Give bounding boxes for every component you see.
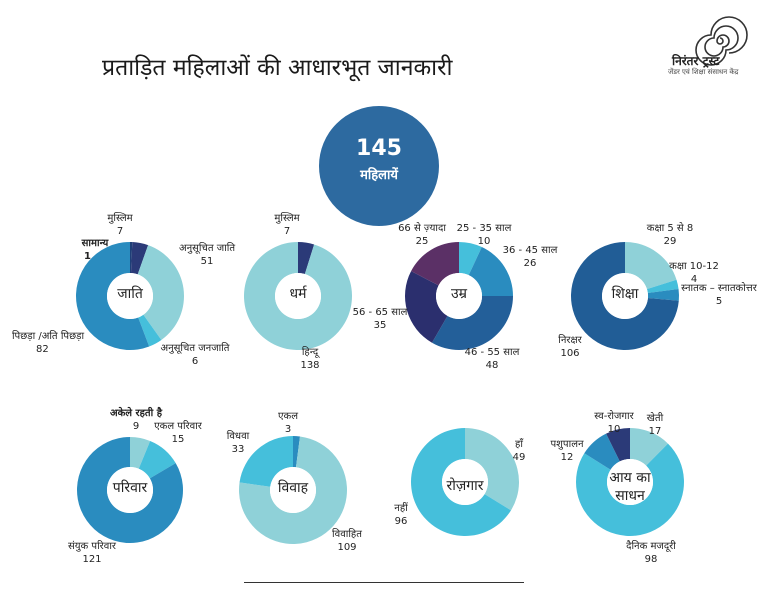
donut-slice [239, 436, 293, 487]
label-dharm-muslim: मुस्लिम 7 [274, 213, 300, 237]
donut-slice [76, 242, 150, 350]
donut-hole [270, 467, 316, 513]
label-umr-36-45: 36 - 45 साल 26 [502, 245, 558, 269]
label-jati-obc: पिछड़ा /अति पिछड़ा 82 [11, 331, 85, 355]
donut-slice [405, 271, 448, 343]
label-shiksha-niraksar: निरक्षर 106 [558, 335, 582, 359]
donut-slice [432, 296, 513, 350]
label-parivar-ekal: एकल परिवार 15 [154, 421, 202, 445]
donut-slice [239, 436, 348, 544]
chart-title-vivah: विवाह [277, 480, 309, 496]
label-parivar-sanyukt: संयुक परिवार 121 [67, 541, 117, 565]
donut-slice [576, 443, 684, 536]
total-circle: 145 महिलायें [319, 106, 439, 226]
donut-slice [138, 440, 176, 479]
label-aay-mazduri: दैनिक मजदूरी 98 [626, 541, 676, 565]
donut-slice [468, 247, 513, 296]
donut-slice [138, 314, 162, 347]
label-umr-66plus: 66 से ज़्यादा 25 [398, 223, 446, 247]
label-aay-svarojgar: स्व-रोजगार 10 [594, 411, 634, 435]
donut-hole [607, 459, 653, 505]
donut-slice [130, 437, 151, 469]
donut-slice [130, 242, 133, 274]
donut-slice [244, 242, 352, 351]
donut-slice [410, 428, 511, 536]
total-count: 145 [356, 136, 402, 161]
donut-slice [584, 433, 620, 470]
donut-slice [465, 428, 519, 511]
chart-title-rozgar: रोज़गार [446, 478, 484, 494]
donut-hole [436, 273, 482, 319]
donut-slice [293, 436, 301, 468]
label-jati-st: अनुसूचित जनजाति 6 [160, 343, 230, 367]
chart-title-jati: जाति [117, 286, 143, 302]
donut-hole [275, 273, 321, 319]
chart-title-aay-2: साधन [615, 488, 645, 504]
label-rozgar-haan: हाँ 49 [512, 439, 526, 463]
label-umr-46-55: 46 - 55 साल 48 [464, 347, 520, 371]
donut-slice [646, 279, 679, 293]
donut-hole [107, 273, 153, 319]
donut-hole [107, 467, 153, 513]
label-jati-sc: अनुसूचित जाति 51 [178, 243, 236, 267]
bottom-divider [244, 582, 524, 583]
label-aay-kheti: खेती 17 [646, 413, 664, 437]
donut-slice [625, 242, 677, 290]
label-umr-25-35: 25 - 35 साल 10 [456, 223, 512, 247]
donut-hole [442, 459, 488, 505]
donut-slice [130, 242, 149, 275]
donut-slice [459, 242, 482, 276]
donut-slice [606, 428, 630, 462]
total-label: महिलायें [360, 168, 398, 183]
page-title: प्रताड़ित महिलाओं की आधारभूत जानकारी [102, 55, 453, 81]
label-jati-muslim: मुस्लिम 7 [107, 213, 133, 237]
chart-title-shiksha: शिक्षा [611, 286, 639, 302]
spiral-icon [695, 16, 748, 66]
label-rozgar-nahi: नहीं 96 [394, 503, 408, 527]
donut-slice [137, 245, 185, 340]
donut-slice [76, 437, 183, 544]
logo-name: निरंतर ट्रस्ट [672, 54, 720, 68]
label-aay-pashupalan: पशुपालन 12 [550, 439, 584, 463]
chart-title-umr: उम्र [450, 286, 468, 302]
label-shiksha-5-8: कक्षा 5 से 8 29 [646, 223, 694, 247]
label-shiksha-snatak: स्नातक – स्नातकोत्तर 5 [681, 283, 757, 307]
logo-tagline: जेंडर एवं शिक्षा संसाधन केंद्र [668, 68, 739, 76]
chart-title-parivar: परिवार [112, 480, 148, 496]
chart-title-aay-1: आय का [609, 470, 651, 486]
label-vivah-vivahit: विवाहित 109 [332, 529, 362, 553]
donut-slice [647, 288, 679, 301]
chart-title-dharm: धर्म [289, 286, 307, 302]
label-umr-56-65: 56 - 65 साल 35 [352, 307, 408, 331]
label-parivar-akele: अकेले रहती है 9 [109, 408, 163, 432]
donut-hole [602, 273, 648, 319]
donut-slice [630, 428, 668, 466]
label-jati-samanya: सामान्य 1 [81, 238, 109, 262]
donut-slice [411, 242, 459, 286]
label-shiksha-10-12: कक्षा 10-12 4 [669, 261, 719, 285]
label-vivah-ekal: एकल 3 [278, 411, 298, 435]
label-dharm-hindu: हिन्दू 138 [300, 347, 320, 371]
label-vivah-vidhwa: विधवा 33 [226, 431, 250, 455]
donut-slice [571, 242, 679, 350]
donut-slice [298, 242, 315, 275]
